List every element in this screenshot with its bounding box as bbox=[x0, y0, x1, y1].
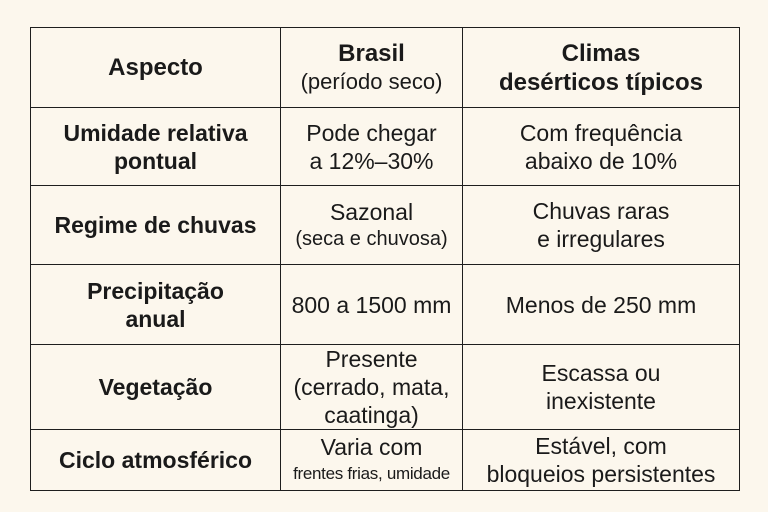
brasil-cell: Pode chegar a 12%–30% bbox=[280, 107, 463, 186]
aspect-label-line: Regime de chuvas bbox=[54, 212, 257, 238]
desert-cell: Estável, com bloqueios persistentes bbox=[462, 429, 740, 491]
desert-value-line: Chuvas raras bbox=[532, 198, 670, 224]
table-row: Precipitação anual 800 a 1500 mm Menos d… bbox=[30, 264, 740, 345]
header-brasil-subtitle: (período seco) bbox=[300, 69, 443, 94]
aspect-label-line: anual bbox=[125, 305, 186, 332]
header-aspect: Aspecto bbox=[108, 53, 203, 81]
brasil-value-line: Pode chegar bbox=[306, 119, 437, 146]
desert-value-line: abaixo de 10% bbox=[524, 147, 678, 174]
header-brasil-title: Brasil bbox=[338, 40, 405, 67]
brasil-cell: Sazonal (seca e chuvosa) bbox=[280, 185, 463, 265]
aspect-label-line: Precipitação bbox=[87, 277, 224, 304]
brasil-value-line: (seca e chuvosa) bbox=[295, 228, 448, 250]
desert-value-line: Estável, com bbox=[535, 433, 667, 459]
desert-value-line: e irregulares bbox=[537, 226, 665, 252]
brasil-value-line: (cerrado, mata, bbox=[293, 374, 450, 400]
aspect-label-line: Vegetação bbox=[98, 374, 213, 400]
comparison-table: Aspecto Brasil (período seco) Climas des… bbox=[30, 27, 740, 491]
table-row: Regime de chuvas Sazonal (seca e chuvosa… bbox=[30, 185, 740, 265]
aspect-label-line: Umidade relativa bbox=[63, 119, 248, 146]
header-desert-cell: Climas desérticos típicos bbox=[462, 27, 740, 108]
aspect-label-line: Ciclo atmosférico bbox=[59, 447, 252, 473]
brasil-cell: Presente (cerrado, mata, caatinga) bbox=[280, 344, 463, 430]
desert-value-line: Com frequência bbox=[519, 119, 683, 146]
header-brasil-cell: Brasil (período seco) bbox=[280, 27, 463, 108]
brasil-value-line: 800 a 1500 mm bbox=[291, 291, 452, 318]
aspect-cell: Ciclo atmosférico bbox=[30, 429, 281, 491]
brasil-value-line: Sazonal bbox=[329, 199, 414, 225]
desert-cell: Menos de 250 mm bbox=[462, 264, 740, 345]
aspect-cell: Precipitação anual bbox=[30, 264, 281, 345]
desert-value-line: bloqueios persistentes bbox=[486, 461, 716, 487]
aspect-cell: Regime de chuvas bbox=[30, 185, 281, 265]
aspect-cell: Vegetação bbox=[30, 344, 281, 430]
header-desert-title-line1: Climas bbox=[561, 39, 641, 67]
aspect-cell: Umidade relativa pontual bbox=[30, 107, 281, 186]
brasil-value-line: a 12%–30% bbox=[309, 147, 434, 174]
header-desert-title-line2: desérticos típicos bbox=[498, 68, 704, 96]
brasil-value-line: Varia com bbox=[320, 434, 423, 460]
desert-value-line: inexistente bbox=[546, 388, 656, 414]
desert-value-line: Menos de 250 mm bbox=[505, 291, 697, 318]
brasil-cell: 800 a 1500 mm bbox=[280, 264, 463, 345]
desert-cell: Com frequência abaixo de 10% bbox=[462, 107, 740, 186]
header-row: Aspecto Brasil (período seco) Climas des… bbox=[30, 27, 740, 108]
brasil-value-line: frentes frias, umidade bbox=[293, 464, 450, 483]
brasil-value-line: Presente bbox=[325, 346, 418, 372]
desert-cell: Chuvas raras e irregulares bbox=[462, 185, 740, 265]
desert-cell: Escassa ou inexistente bbox=[462, 344, 740, 430]
brasil-value-line: caatinga) bbox=[324, 402, 419, 428]
header-aspect-cell: Aspecto bbox=[30, 27, 281, 108]
table-row: Vegetação Presente (cerrado, mata, caati… bbox=[30, 344, 740, 430]
brasil-cell: Varia com frentes frias, umidade bbox=[280, 429, 463, 491]
table-row: Umidade relativa pontual Pode chegar a 1… bbox=[30, 107, 740, 186]
table-row: Ciclo atmosférico Varia com frentes fria… bbox=[30, 429, 740, 491]
aspect-label-line: pontual bbox=[113, 147, 198, 174]
desert-value-line: Escassa ou bbox=[541, 360, 661, 386]
